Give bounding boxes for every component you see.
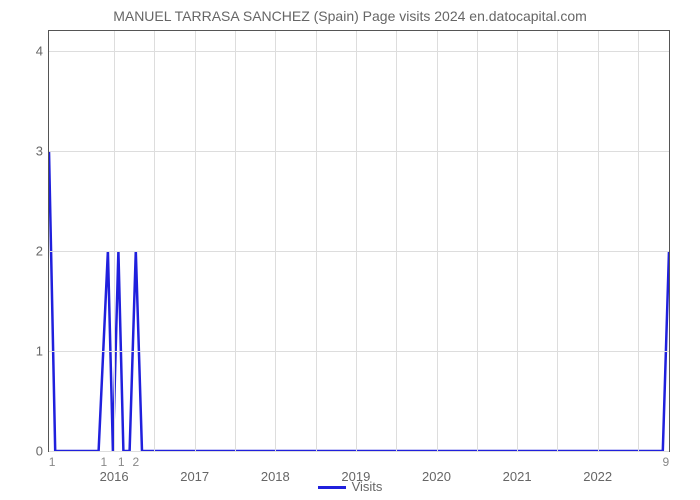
- gridline-v: [437, 31, 438, 451]
- gridline-v: [598, 31, 599, 451]
- gridline-h: [49, 251, 669, 252]
- y-tick-label: 4: [36, 44, 43, 59]
- y-tick-label: 1: [36, 344, 43, 359]
- point-label: 9: [663, 455, 670, 469]
- gridline-h: [49, 351, 669, 352]
- gridline-v: [316, 31, 317, 451]
- chart-container: MANUEL TARRASA SANCHEZ (Spain) Page visi…: [0, 0, 700, 500]
- line-series: [49, 31, 669, 451]
- series-path: [49, 151, 669, 451]
- gridline-h: [49, 51, 669, 52]
- gridline-v: [557, 31, 558, 451]
- gridline-v: [356, 31, 357, 451]
- gridline-v: [396, 31, 397, 451]
- point-label: 2: [132, 455, 139, 469]
- gridline-v: [477, 31, 478, 451]
- gridline-v: [235, 31, 236, 451]
- point-label: 1: [101, 455, 108, 469]
- point-label: 1: [49, 455, 56, 469]
- gridline-v: [195, 31, 196, 451]
- y-tick-label: 0: [36, 444, 43, 459]
- legend-swatch: [318, 486, 346, 489]
- gridline-v: [275, 31, 276, 451]
- y-tick-label: 2: [36, 244, 43, 259]
- legend-label: Visits: [352, 479, 383, 494]
- point-label: 1: [118, 455, 125, 469]
- gridline-v: [638, 31, 639, 451]
- plot-area: 01234201620172018201920202021202211129: [48, 30, 670, 452]
- chart-title: MANUEL TARRASA SANCHEZ (Spain) Page visi…: [0, 0, 700, 24]
- gridline-v: [154, 31, 155, 451]
- gridline-v: [114, 31, 115, 451]
- gridline-h: [49, 151, 669, 152]
- gridline-h: [49, 451, 669, 452]
- y-tick-label: 3: [36, 144, 43, 159]
- gridline-v: [517, 31, 518, 451]
- legend: Visits: [0, 479, 700, 494]
